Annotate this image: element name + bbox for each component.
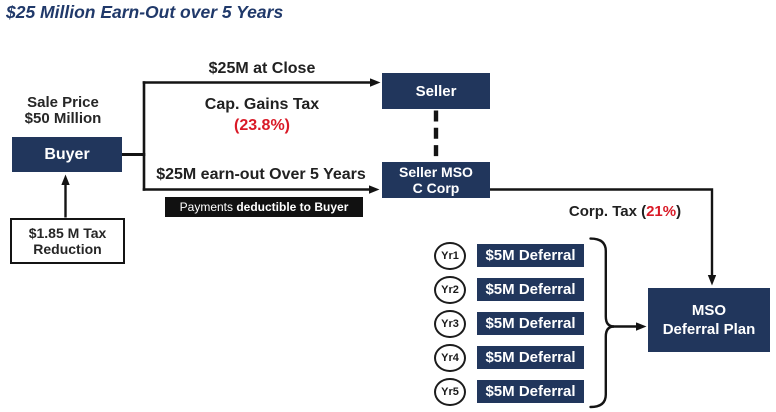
mso-plan-line1: MSO	[691, 301, 727, 319]
arrow-corp-tax-to-plan	[490, 188, 717, 286]
year-circle-3: Yr3	[434, 309, 466, 339]
deductible-badge: Payments deductible to Buyer	[165, 197, 363, 217]
mso-deferral-plan-box: MSO Deferral Plan	[648, 288, 770, 352]
deferral-amount-5: $5M Deferral	[485, 383, 576, 401]
at-close-label: $25M at Close	[208, 59, 316, 77]
cap-gains-text: Cap. Gains Tax	[204, 96, 320, 113]
cap-gains-label: Cap. Gains Tax (23.8%)	[145, 94, 379, 136]
deferral-brace	[589, 237, 615, 409]
sale-price-line2: $50 Million	[24, 109, 102, 127]
mso-plan-line2: Deferral Plan	[662, 321, 756, 338]
deferral-box-2: $5M Deferral	[477, 278, 584, 301]
buyer-label: Buyer	[44, 145, 90, 163]
deferral-amount-2: $5M Deferral	[485, 281, 576, 299]
year-label-3: Yr3	[441, 317, 459, 330]
year-label-1: Yr1	[441, 249, 459, 262]
tax-reduction-line2: Reduction	[33, 241, 102, 257]
badge-regular-text: Payments	[179, 200, 237, 214]
year-label-4: Yr4	[441, 351, 459, 364]
seller-mso-line2: C Corp	[412, 180, 460, 196]
deferral-box-5: $5M Deferral	[477, 380, 584, 403]
seller-mso-line1: Seller MSO	[399, 164, 473, 180]
corp-tax-prefix: Corp. Tax (	[568, 203, 647, 220]
year-circle-4: Yr4	[434, 343, 466, 373]
badge-bold-text: deductible to Buyer	[236, 200, 349, 214]
tax-reduction-line1: $1.85 M Tax	[28, 224, 107, 241]
deferral-amount-3: $5M Deferral	[485, 315, 576, 333]
sale-price-note: Sale Price $50 Million	[8, 93, 118, 127]
deferral-box-4: $5M Deferral	[477, 346, 584, 369]
corp-tax-suffix: )	[676, 203, 682, 220]
year-label-2: Yr2	[441, 283, 459, 296]
page-title: $25 Million Earn-Out over 5 Years	[6, 1, 284, 22]
tax-reduction-box: $1.85 M Tax Reduction	[10, 218, 125, 264]
deferral-amount-4: $5M Deferral	[485, 349, 576, 367]
deferral-box-3: $5M Deferral	[477, 312, 584, 335]
sale-price-line1: Sale Price	[27, 93, 99, 111]
seller-label: Seller	[415, 82, 457, 100]
year-circle-1: Yr1	[434, 241, 466, 271]
deferral-box-1: $5M Deferral	[477, 244, 584, 267]
corp-tax-label: Corp. Tax (21%)	[545, 203, 705, 220]
year-label-5: Yr5	[441, 385, 459, 398]
earn-out-label: $25M earn-out Over 5 Years	[156, 166, 366, 183]
deferral-amount-1: $5M Deferral	[485, 247, 576, 265]
cap-gains-rate: (23.8%)	[233, 117, 291, 134]
year-circle-2: Yr2	[434, 275, 466, 305]
seller-mso-box: Seller MSO C Corp	[382, 162, 490, 198]
buyer-box: Buyer	[12, 137, 122, 172]
year-circle-5: Yr5	[434, 377, 466, 407]
seller-box: Seller	[382, 73, 490, 109]
corp-tax-rate: 21%	[646, 203, 677, 220]
